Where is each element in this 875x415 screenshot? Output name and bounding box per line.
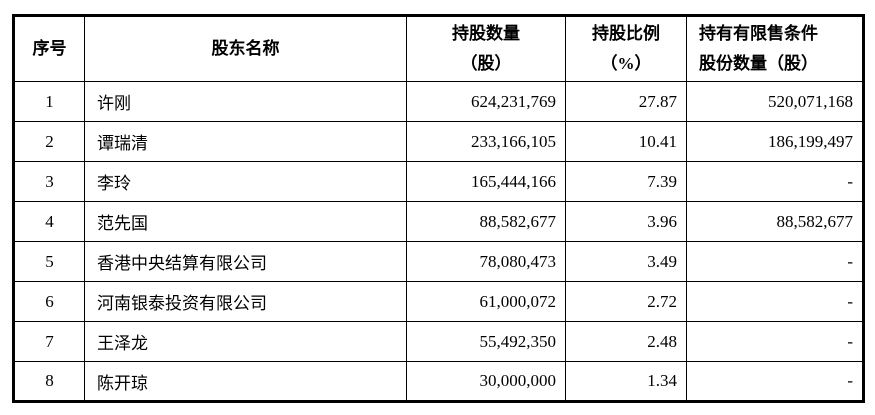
cell-shares: 624,231,769 xyxy=(406,81,566,122)
header-cell-name: 股东名称 xyxy=(84,15,407,82)
cell-restricted: - xyxy=(686,281,864,322)
cell-shares: 30,000,000 xyxy=(406,361,566,402)
header-label-line: （%） xyxy=(600,54,652,73)
cell-restricted: 186,199,497 xyxy=(686,121,864,162)
cell-index: 6 xyxy=(13,281,85,322)
cell-ratio: 27.87 xyxy=(565,81,687,122)
cell-shares: 78,080,473 xyxy=(406,241,566,282)
cell-name: 陈开琼 xyxy=(84,361,407,402)
table-row: 1 许刚 624,231,769 27.87 520,071,168 xyxy=(13,81,864,122)
header-label-line: （股） xyxy=(460,54,512,73)
header-label-line: 股东名称 xyxy=(211,39,280,58)
cell-name: 许刚 xyxy=(84,81,407,122)
cell-restricted: - xyxy=(686,241,864,282)
cell-index: 4 xyxy=(13,201,85,242)
cell-ratio: 2.72 xyxy=(565,281,687,322)
cell-ratio: 1.34 xyxy=(565,361,687,402)
cell-ratio: 2.48 xyxy=(565,321,687,362)
cell-ratio: 3.49 xyxy=(565,241,687,282)
table-row: 3 李玲 165,444,166 7.39- xyxy=(13,161,864,202)
header-cell-index: 序号 xyxy=(13,15,85,82)
header-label-line: 持股数量 xyxy=(452,24,520,43)
cell-name: 王泽龙 xyxy=(84,321,407,362)
table-row: 4 范先国 88,582,677 3.96 88,582,677 xyxy=(13,201,864,242)
cell-index: 7 xyxy=(13,321,85,362)
table-row: 6 河南银泰投资有限公司 61,000,072 2.72- xyxy=(13,281,864,322)
table-row: 5 香港中央结算有限公司 78,080,473 3.49- xyxy=(13,241,864,282)
cell-index: 3 xyxy=(13,161,85,202)
cell-restricted: - xyxy=(686,161,864,202)
cell-shares: 55,492,350 xyxy=(406,321,566,362)
shareholders-table: 序号 股东名称 持股数量 （股） 持股比例 （%） 持有有限售条件 股份数量（股） 1 许刚 62… xyxy=(12,14,865,403)
cell-index: 1 xyxy=(13,81,85,122)
cell-ratio: 10.41 xyxy=(565,121,687,162)
cell-name: 谭瑞清 xyxy=(84,121,407,162)
table-row: 8 陈开琼 30,000,000 1.34- xyxy=(13,361,864,402)
cell-name: 范先国 xyxy=(84,201,407,242)
header-label-line: 股份数量（股） xyxy=(699,54,818,73)
table-row: 2 谭瑞清 233,166,105 10.41 186,199,497 xyxy=(13,121,864,162)
header-cell-restricted: 持有有限售条件 股份数量（股） xyxy=(686,15,864,82)
cell-restricted: 520,071,168 xyxy=(686,81,864,122)
cell-index: 2 xyxy=(13,121,85,162)
cell-name: 香港中央结算有限公司 xyxy=(84,241,407,282)
cell-ratio: 3.96 xyxy=(565,201,687,242)
cell-index: 8 xyxy=(13,361,85,402)
header-label-line: 持股比例 xyxy=(592,24,660,43)
header-label-line: 持有有限售条件 xyxy=(699,24,818,43)
cell-shares: 88,582,677 xyxy=(406,201,566,242)
cell-restricted: 88,582,677 xyxy=(686,201,864,242)
cell-name: 李玲 xyxy=(84,161,407,202)
table-header-row: 序号 股东名称 持股数量 （股） 持股比例 （%） 持有有限售条件 股份数量（股） xyxy=(13,15,864,82)
cell-shares: 233,166,105 xyxy=(406,121,566,162)
cell-name: 河南银泰投资有限公司 xyxy=(84,281,407,322)
cell-restricted: - xyxy=(686,321,864,362)
cell-ratio: 7.39 xyxy=(565,161,687,202)
cell-shares: 61,000,072 xyxy=(406,281,566,322)
header-cell-ratio: 持股比例 （%） xyxy=(565,15,687,82)
cell-shares: 165,444,166 xyxy=(406,161,566,202)
header-cell-shares: 持股数量 （股） xyxy=(406,15,566,82)
table-row: 7 王泽龙 55,492,350 2.48- xyxy=(13,321,864,362)
cell-restricted: - xyxy=(686,361,864,402)
header-label-line: 序号 xyxy=(32,39,67,58)
cell-index: 5 xyxy=(13,241,85,282)
